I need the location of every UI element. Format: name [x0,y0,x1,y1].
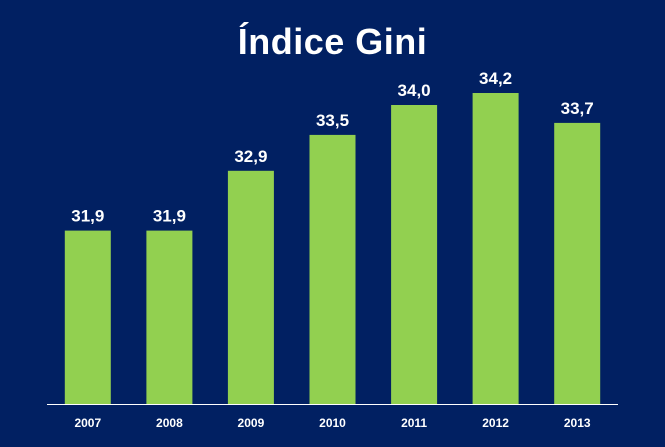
x-tick-label-2012: 2012 [482,416,509,430]
x-tick-label-2010: 2010 [319,416,346,430]
x-tick-label-2007: 2007 [74,416,101,430]
bar-2007 [64,230,111,404]
bar-2008 [146,230,193,404]
bar-2013 [554,122,601,405]
x-tick-label-2013: 2013 [564,416,591,430]
chart-title: Índice Gini [237,21,428,62]
bars-group [64,93,601,405]
value-label-2008: 31,9 [153,207,186,226]
value-label-2010: 33,5 [316,111,349,130]
bar-2011 [391,105,438,404]
x-tick-label-2009: 2009 [238,416,265,430]
value-label-2007: 31,9 [71,207,104,226]
value-label-2011: 34,0 [398,81,431,100]
bar-2009 [227,170,274,404]
x-tick-labels-group: 2007 2008 2009 2010 2011 2012 2013 [74,416,590,430]
bar-2010 [309,134,356,404]
value-label-2009: 32,9 [234,147,267,166]
x-tick-label-2008: 2008 [156,416,183,430]
x-tick-label-2011: 2011 [401,416,427,430]
bar-2012 [472,93,519,404]
value-label-2012: 34,2 [479,69,512,88]
value-label-2013: 33,7 [561,99,594,118]
value-labels-group: 31,9 31,9 32,9 33,5 34,0 34,2 33,7 [71,69,593,226]
